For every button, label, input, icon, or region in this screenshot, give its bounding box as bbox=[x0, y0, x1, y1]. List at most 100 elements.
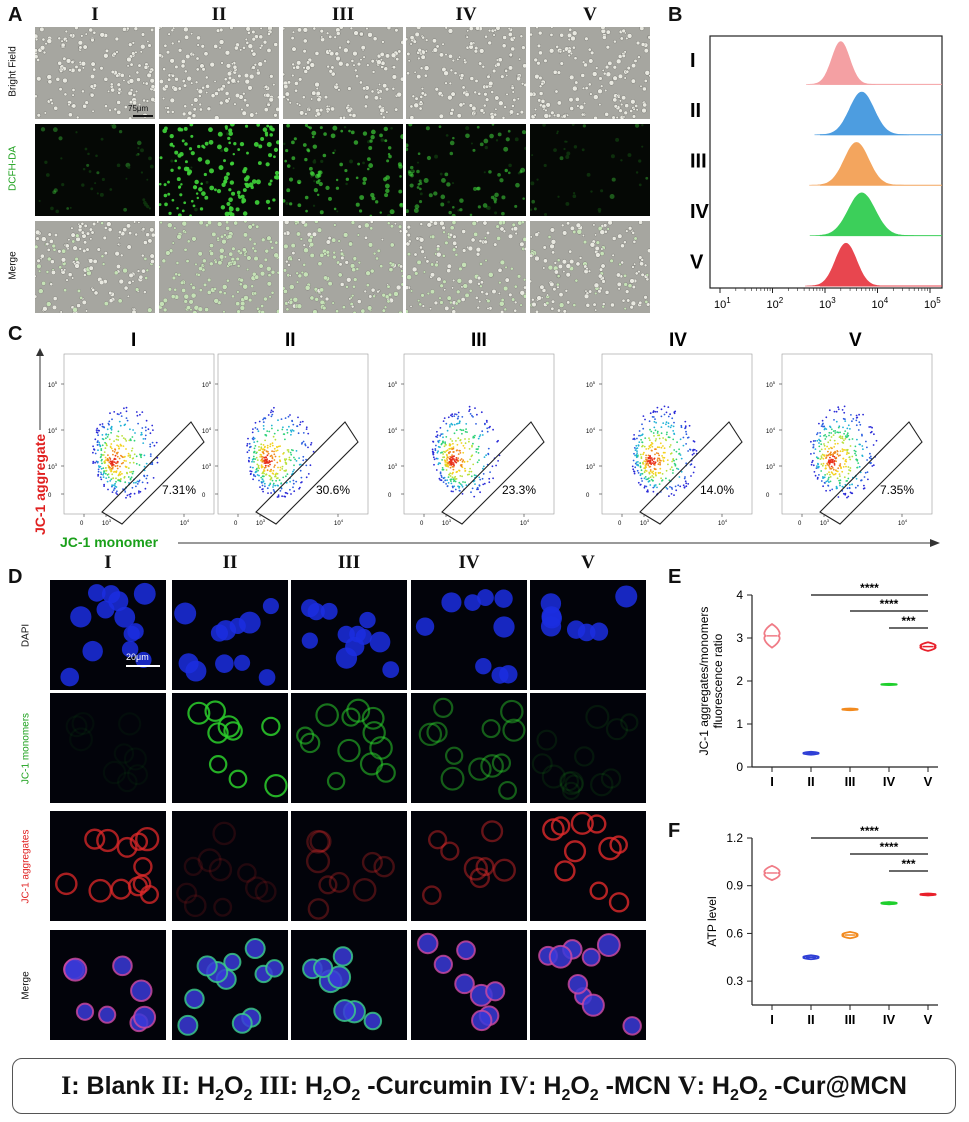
bright-field-image bbox=[35, 27, 155, 119]
cell bbox=[419, 222, 424, 226]
c-scatter-point bbox=[442, 440, 444, 443]
cell bbox=[588, 289, 593, 294]
cell bbox=[470, 237, 476, 243]
red-mito-ring bbox=[88, 878, 113, 903]
cell bbox=[397, 49, 402, 54]
cell bbox=[39, 27, 45, 32]
cell bbox=[449, 111, 454, 116]
green-cell bbox=[268, 153, 273, 158]
merge-green-cell bbox=[417, 299, 420, 302]
c-scatter-point bbox=[119, 443, 122, 446]
merge-nucleus bbox=[266, 960, 283, 977]
cell bbox=[338, 45, 342, 50]
c-scatter-point bbox=[695, 450, 698, 452]
merge-green-cell bbox=[209, 243, 214, 248]
c-scatter-point bbox=[661, 473, 664, 475]
c-scatter-point bbox=[123, 407, 125, 410]
nucleus bbox=[88, 584, 106, 602]
c-scatter-point bbox=[280, 418, 283, 420]
c-scatter-point bbox=[638, 441, 641, 443]
cell bbox=[378, 96, 383, 101]
c-scatter-point bbox=[446, 485, 449, 488]
c-scatter-point bbox=[847, 424, 850, 427]
c-scatter-point bbox=[679, 438, 682, 441]
cell bbox=[35, 236, 40, 241]
cell bbox=[450, 91, 456, 97]
cell bbox=[239, 48, 243, 52]
nucleus bbox=[174, 602, 197, 625]
cell bbox=[231, 62, 234, 66]
cell bbox=[83, 223, 88, 228]
c-scatter-point bbox=[640, 477, 643, 480]
c-scatter-point bbox=[124, 438, 127, 441]
c-scatter-point bbox=[116, 490, 118, 493]
cell bbox=[620, 260, 625, 265]
cell bbox=[226, 80, 231, 85]
c-scatter-point bbox=[464, 467, 466, 470]
c-scatter-point bbox=[636, 437, 638, 440]
c-scatter-point bbox=[862, 413, 864, 416]
c-scatter-point bbox=[144, 438, 147, 440]
c-scatter-point bbox=[658, 457, 661, 460]
cell bbox=[590, 50, 595, 55]
cell bbox=[110, 87, 115, 93]
c-scatter-point bbox=[445, 450, 448, 452]
c-scatter-point bbox=[684, 420, 687, 423]
green-mito-ring bbox=[359, 752, 384, 776]
green-cell bbox=[136, 140, 142, 146]
c-scatter-point bbox=[455, 458, 457, 461]
cell bbox=[283, 72, 286, 77]
cell bbox=[291, 46, 297, 52]
cell bbox=[580, 112, 585, 117]
c-scatter-point bbox=[677, 468, 680, 470]
red-mito-ring bbox=[563, 840, 587, 863]
c-scatter-point bbox=[94, 438, 97, 441]
cell bbox=[128, 231, 133, 236]
c-scatter-point bbox=[146, 482, 149, 484]
cell-texture bbox=[283, 27, 403, 119]
cell bbox=[257, 61, 263, 67]
c-scatter-point bbox=[249, 473, 252, 476]
c-scatter-point bbox=[444, 464, 447, 467]
c-scatter-point bbox=[156, 461, 159, 464]
c-scatter-point bbox=[847, 466, 850, 468]
cell bbox=[612, 97, 618, 103]
c-scatter-point bbox=[432, 452, 434, 454]
cell bbox=[572, 30, 578, 36]
cell bbox=[251, 29, 256, 35]
cell bbox=[471, 105, 477, 111]
nucleus bbox=[415, 617, 435, 636]
merge-green-cell bbox=[484, 259, 488, 262]
c-scatter-point bbox=[843, 476, 846, 479]
c-scatter-point bbox=[262, 488, 264, 490]
cell bbox=[416, 27, 422, 30]
cell bbox=[323, 95, 329, 100]
c-scatter-point bbox=[460, 442, 463, 444]
c-scatter-point bbox=[291, 429, 294, 431]
c-scatter-point bbox=[278, 455, 281, 458]
c-scatter-point bbox=[440, 474, 443, 477]
cell bbox=[243, 72, 250, 79]
c-scatter-point bbox=[266, 487, 269, 490]
cell bbox=[413, 70, 417, 74]
c-scatter-point bbox=[258, 479, 260, 482]
c-scatter-point bbox=[102, 472, 105, 475]
c-scatter-point bbox=[135, 411, 138, 413]
merge-green-cell bbox=[207, 278, 211, 282]
cell bbox=[604, 112, 609, 117]
cell bbox=[60, 42, 66, 48]
cell bbox=[309, 62, 315, 68]
c-scatter-point bbox=[844, 430, 847, 432]
merge-green-cell bbox=[398, 225, 402, 229]
cell bbox=[339, 116, 343, 119]
c-scatter-point bbox=[262, 456, 264, 458]
c-scatter-point bbox=[458, 420, 461, 423]
merge-green-cell bbox=[499, 301, 504, 307]
cell bbox=[103, 53, 109, 59]
c-scatter-point bbox=[665, 433, 668, 436]
cell bbox=[624, 289, 630, 294]
cell bbox=[544, 108, 548, 112]
c-scatter-point bbox=[451, 448, 453, 451]
c-scatter-point bbox=[634, 466, 637, 469]
cell bbox=[108, 108, 112, 112]
